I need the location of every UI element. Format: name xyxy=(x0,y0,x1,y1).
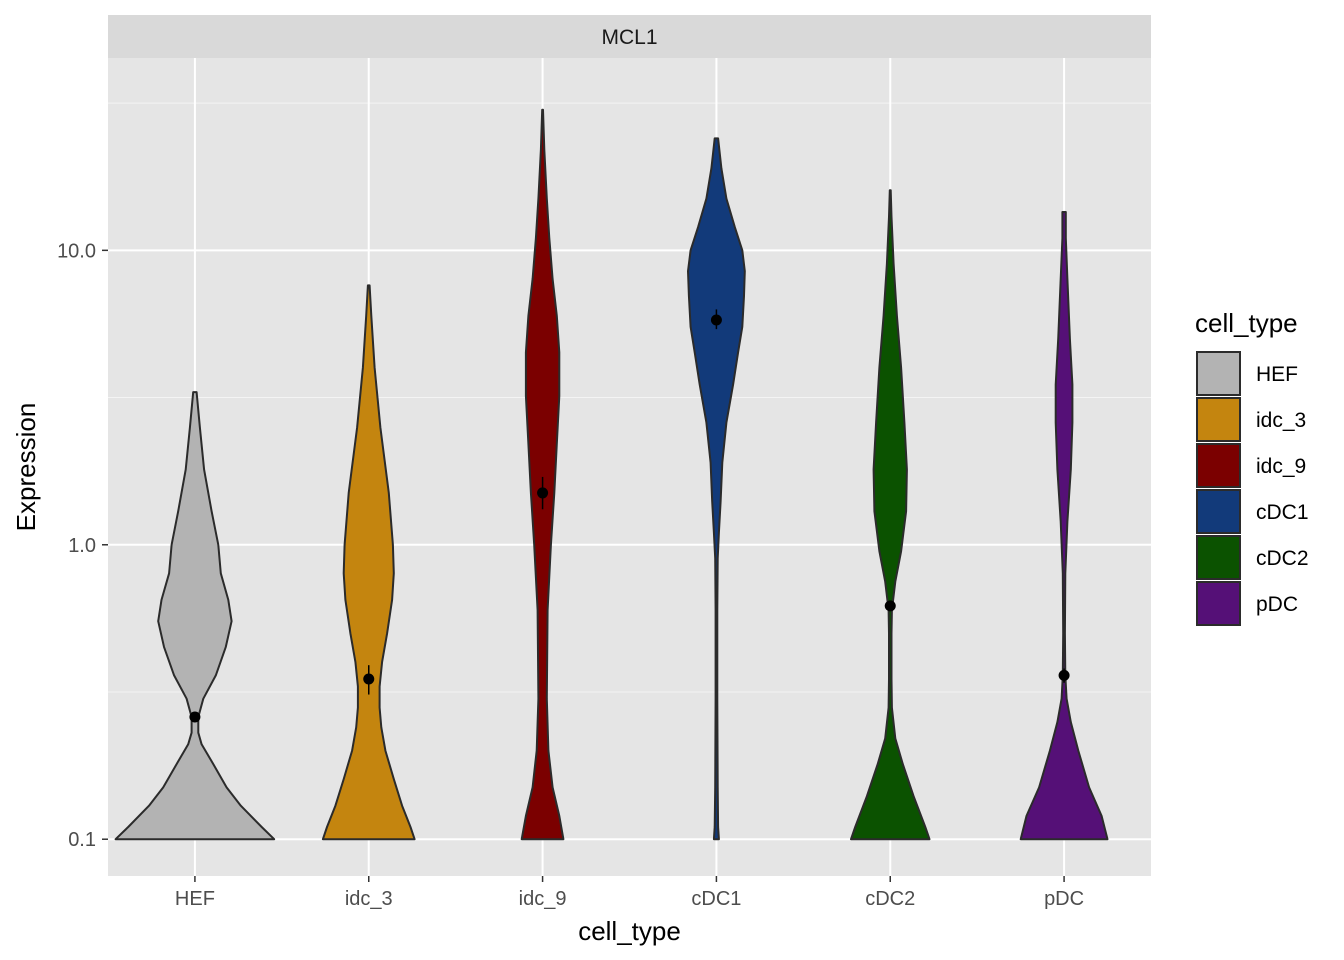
legend-key-cDC2 xyxy=(1196,535,1241,580)
legend-items: HEF idc_3 idc_9 cDC1 cDC2 pDC xyxy=(1196,351,1309,626)
legend-label-cDC2: cDC2 xyxy=(1256,547,1309,570)
summary-point-cDC2 xyxy=(884,600,896,612)
y-axis-ticks: 0.1 1.0 10.0 xyxy=(57,240,108,851)
legend-key-HEF xyxy=(1196,351,1241,396)
y-tick-label-2: 10.0 xyxy=(57,240,96,262)
x-tick-label-cDC2: cDC2 xyxy=(865,888,915,910)
legend-label-cDC1: cDC1 xyxy=(1256,501,1309,524)
legend-item-HEF: HEF xyxy=(1196,351,1298,396)
legend-label-idc_9: idc_9 xyxy=(1256,455,1306,478)
legend-key-cDC1 xyxy=(1196,489,1241,534)
violin-idc_9 xyxy=(520,108,565,841)
summary-point-HEF xyxy=(189,711,201,723)
y-tick-label-0: 0.1 xyxy=(68,829,96,851)
legend-item-pDC: pDC xyxy=(1196,581,1298,626)
legend-label-pDC: pDC xyxy=(1256,593,1298,616)
x-tick-label-cDC1: cDC1 xyxy=(691,888,741,910)
summary-point-idc_3 xyxy=(363,673,375,685)
summary-point-cDC1 xyxy=(710,314,722,326)
x-axis-title: cell_type xyxy=(578,916,681,946)
y-axis-title: Expression xyxy=(11,403,41,532)
x-tick-label-idc_9: idc_9 xyxy=(519,888,567,910)
legend-label-idc_3: idc_3 xyxy=(1256,409,1306,432)
panel-background xyxy=(108,58,1151,876)
summary-points xyxy=(189,309,1070,723)
x-tick-label-idc_3: idc_3 xyxy=(345,888,393,910)
legend-item-cDC1: cDC1 xyxy=(1196,489,1309,534)
violin-cDC1 xyxy=(687,137,746,841)
legend-key-idc_9 xyxy=(1196,443,1241,488)
facet-strip-title: MCL1 xyxy=(601,26,657,49)
facet-strip xyxy=(108,15,1151,58)
x-tick-label-pDC: pDC xyxy=(1044,888,1084,910)
violin-HEF xyxy=(114,391,276,841)
violin-idc_3 xyxy=(321,284,416,841)
violin-cDC2 xyxy=(850,189,931,841)
x-axis-ticks: HEF idc_3 idc_9 cDC1 cDC2 pDC xyxy=(175,876,1084,910)
summary-point-idc_9 xyxy=(537,487,549,499)
x-tick-label-HEF: HEF xyxy=(175,888,215,910)
legend-title: cell_type xyxy=(1195,308,1298,338)
legend-item-idc_9: idc_9 xyxy=(1196,443,1306,488)
y-tick-label-1: 1.0 xyxy=(68,535,96,557)
legend: cell_type HEF idc_3 idc_9 cDC1 cDC2 pDC xyxy=(1195,308,1309,626)
violin-layer xyxy=(114,108,1109,841)
legend-item-idc_3: idc_3 xyxy=(1196,397,1306,442)
summary-point-pDC xyxy=(1058,669,1070,681)
legend-label-HEF: HEF xyxy=(1256,363,1298,386)
legend-item-cDC2: cDC2 xyxy=(1196,535,1309,580)
legend-key-pDC xyxy=(1196,581,1241,626)
legend-key-idc_3 xyxy=(1196,397,1241,442)
